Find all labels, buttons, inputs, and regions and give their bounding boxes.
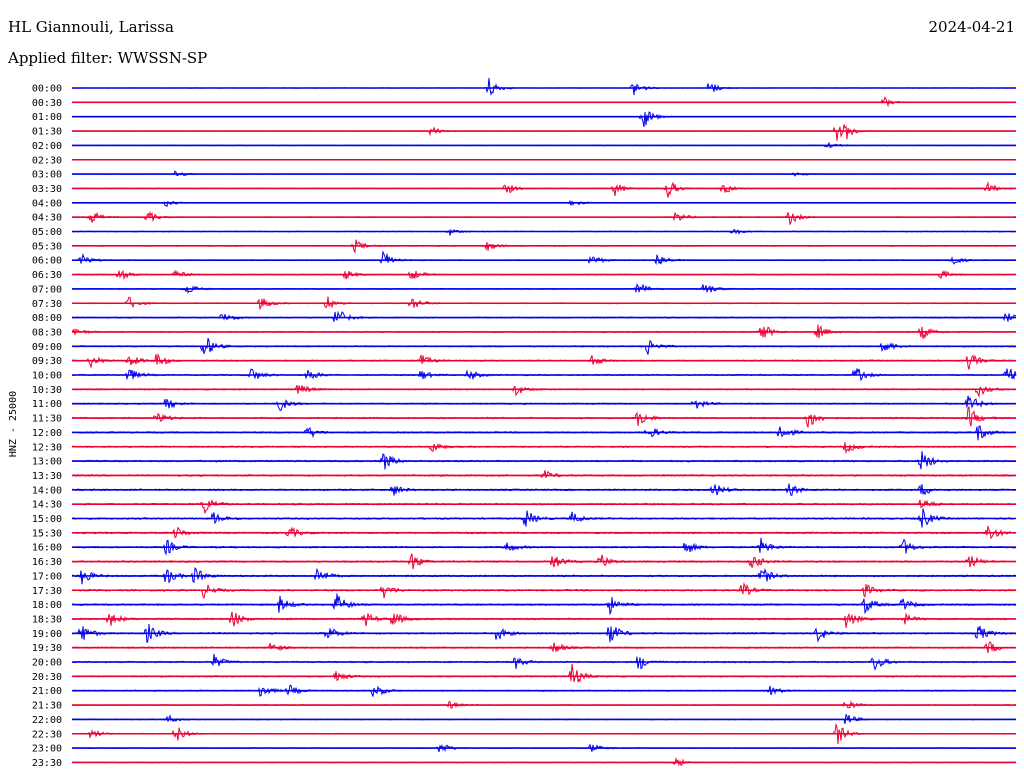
time-tick-label: 23:30 [32,758,62,769]
time-tick-label: 07:00 [32,284,62,295]
time-tick-label: 10:30 [32,385,62,396]
time-tick-label: 18:30 [32,614,62,625]
y-axis-label: HNZ - 25000 [8,391,19,457]
time-tick-label: 15:30 [32,528,62,539]
time-tick-label: 20:30 [32,672,62,683]
trace-line [71,405,1017,428]
time-tick-label: 20:00 [32,658,62,669]
time-tick-label: 13:30 [32,471,62,482]
trace-line [71,199,1017,208]
time-tick-label: 12:30 [32,442,62,453]
trace-line [71,353,1017,370]
time-tick-label: 17:30 [32,586,62,597]
time-tick-label: 15:00 [32,514,62,525]
time-tick-label: 00:30 [32,98,62,109]
time-tick-label: 09:30 [32,356,62,367]
time-tick-label: 02:00 [32,141,62,152]
time-tick-label: 23:00 [32,744,62,755]
time-tick-label: 14:30 [32,500,62,511]
trace-line [71,228,1017,236]
time-tick-label: 04:00 [32,198,62,209]
time-tick-label: 05:30 [32,241,62,252]
time-tick-label: 14:00 [32,485,62,496]
time-tick-label: 13:00 [32,457,62,468]
time-tick-label: 07:30 [32,299,62,310]
time-tick-label: 08:30 [32,327,62,338]
filter-label: Applied filter: WWSSN-SP [8,49,208,67]
trace-line [71,210,1017,225]
time-tick-label: 03:30 [32,184,62,195]
time-tick-label: 09:00 [32,342,62,353]
time-tick-label: 18:00 [32,600,62,611]
time-tick-label: 10:00 [32,371,62,382]
time-tick-label: 11:30 [32,414,62,425]
time-tick-label: 04:30 [32,213,62,224]
time-tick-label: 02:30 [32,155,62,166]
trace-line [71,77,1017,97]
date-label: 2024-04-21 [928,18,1015,36]
time-tick-label: 19:00 [32,629,62,640]
time-tick-label: 06:00 [32,256,62,267]
trace-line [71,124,1017,141]
time-tick-label: 03:00 [32,170,62,181]
trace-line [71,111,1017,128]
time-tick-label: 19:30 [32,643,62,654]
trace-line [71,425,1017,441]
time-tick-label: 17:00 [32,571,62,582]
trace-line [71,537,1017,556]
trace-line [71,250,1017,266]
time-tick-label: 05:00 [32,227,62,238]
trace-line [71,470,1017,479]
time-tick-label: 16:00 [32,543,62,554]
trace-line [71,611,1017,628]
trace-line [71,498,1017,514]
time-tick-label: 12:00 [32,428,62,439]
trace-line [71,593,1017,616]
trace-line [71,368,1017,382]
time-tick-label: 21:30 [32,701,62,712]
time-tick-label: 11:00 [32,399,62,410]
time-tick-label: 00:00 [32,84,62,95]
trace-line [71,384,1017,399]
trace-line [71,96,1017,108]
time-tick-label: 16:30 [32,557,62,568]
time-tick-label: 06:30 [32,270,62,281]
time-tick-label: 22:00 [32,715,62,726]
time-tick-label: 01:00 [32,112,62,123]
trace-line [71,525,1017,540]
station-title: HL Giannouli, Larissa [8,18,174,36]
time-tick-label: 01:30 [32,127,62,138]
time-tick-label: 22:30 [32,729,62,740]
time-tick-label: 08:00 [32,313,62,324]
time-tick-label: 21:00 [32,686,62,697]
trace-line [71,181,1017,198]
